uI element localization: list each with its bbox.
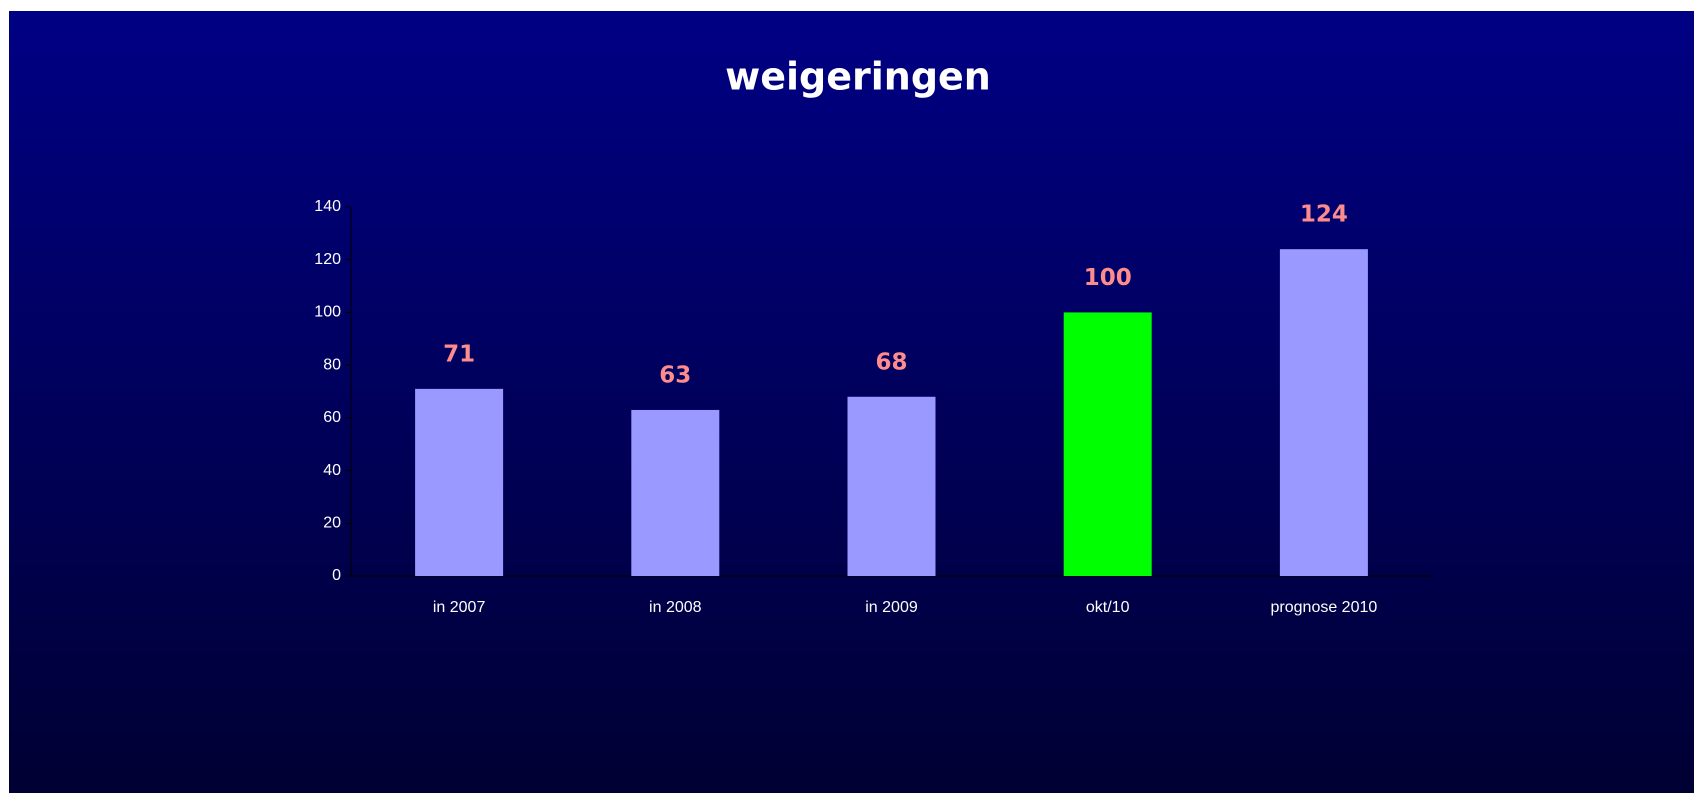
y-tick-label: 60: [323, 409, 341, 426]
chart-title: weigeringen: [725, 55, 991, 99]
value-label: 68: [875, 349, 907, 375]
y-tick-label: 20: [323, 515, 341, 532]
bar: [847, 396, 936, 576]
y-tick-label: 40: [323, 462, 341, 479]
x-tick-label: in 2007: [433, 599, 486, 616]
y-tick-label: 0: [332, 567, 341, 584]
x-tick-label: prognose 2010: [1271, 599, 1378, 616]
y-tick-label: 100: [314, 304, 341, 321]
bar: [1279, 249, 1368, 576]
value-label: 100: [1084, 265, 1132, 291]
bar: [1063, 312, 1152, 576]
value-label: 71: [443, 341, 475, 367]
value-label: 124: [1300, 202, 1348, 228]
value-label: 63: [659, 362, 691, 388]
bar: [631, 409, 720, 576]
x-tick-label: in 2008: [649, 599, 702, 616]
x-tick-label: okt/10: [1086, 599, 1130, 616]
y-tick-label: 80: [323, 356, 341, 373]
x-tick-label: in 2009: [865, 599, 918, 616]
y-tick-label: 140: [314, 198, 341, 215]
bar: [415, 388, 504, 576]
y-tick-label: 120: [314, 251, 341, 268]
